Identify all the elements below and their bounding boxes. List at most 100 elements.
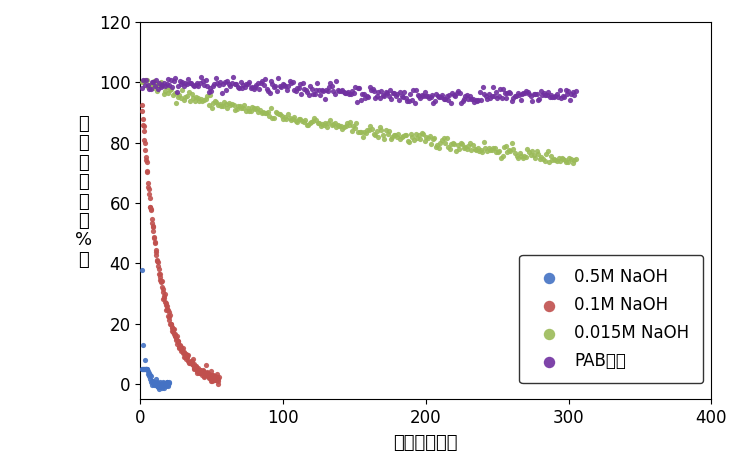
0.5M NaOH: [137, 365, 148, 373]
0.015M NaOH: [333, 122, 345, 130]
PAB溶液: [483, 90, 495, 97]
0.1M NaOH: [203, 370, 214, 378]
0.1M NaOH: [145, 207, 157, 214]
0.1M NaOH: [174, 341, 186, 348]
PAB溶液: [237, 81, 249, 89]
0.015M NaOH: [203, 101, 214, 109]
0.015M NaOH: [424, 133, 436, 140]
0.1M NaOH: [182, 351, 194, 359]
0.5M NaOH: [157, 378, 169, 385]
PAB溶液: [169, 74, 181, 82]
0.5M NaOH: [146, 381, 158, 389]
0.015M NaOH: [489, 144, 501, 151]
PAB溶液: [180, 79, 191, 87]
0.5M NaOH: [138, 365, 150, 373]
0.015M NaOH: [173, 91, 185, 99]
0.5M NaOH: [151, 382, 163, 390]
0.015M NaOH: [371, 127, 383, 134]
0.015M NaOH: [570, 155, 582, 163]
PAB溶液: [505, 90, 516, 97]
0.015M NaOH: [289, 113, 301, 121]
0.015M NaOH: [268, 115, 280, 122]
0.1M NaOH: [205, 368, 217, 375]
PAB溶液: [209, 81, 220, 88]
0.1M NaOH: [171, 333, 183, 340]
0.1M NaOH: [212, 377, 224, 385]
0.5M NaOH: [152, 383, 164, 390]
0.1M NaOH: [142, 183, 154, 190]
PAB溶液: [310, 86, 322, 94]
0.015M NaOH: [228, 101, 240, 109]
PAB溶液: [386, 95, 398, 102]
0.015M NaOH: [266, 114, 278, 121]
0.5M NaOH: [139, 365, 151, 373]
PAB溶液: [519, 90, 531, 97]
0.015M NaOH: [285, 117, 297, 124]
0.015M NaOH: [387, 133, 398, 141]
0.1M NaOH: [157, 285, 168, 293]
0.015M NaOH: [181, 92, 193, 99]
PAB溶液: [362, 93, 374, 101]
0.015M NaOH: [531, 148, 542, 155]
0.015M NaOH: [473, 147, 485, 155]
0.015M NaOH: [537, 156, 549, 163]
PAB溶液: [234, 78, 246, 86]
PAB溶液: [246, 83, 258, 91]
PAB溶液: [256, 78, 268, 85]
0.015M NaOH: [455, 139, 467, 147]
0.5M NaOH: [156, 381, 168, 389]
PAB溶液: [409, 100, 421, 107]
0.1M NaOH: [151, 256, 163, 263]
0.1M NaOH: [192, 364, 204, 371]
0.015M NaOH: [248, 105, 260, 112]
PAB溶液: [528, 90, 539, 98]
PAB溶液: [177, 78, 188, 86]
PAB溶液: [359, 94, 371, 102]
0.015M NaOH: [380, 126, 392, 134]
0.015M NaOH: [246, 104, 258, 111]
0.015M NaOH: [194, 97, 206, 105]
PAB溶液: [490, 88, 502, 96]
0.015M NaOH: [366, 125, 378, 133]
0.015M NaOH: [422, 134, 434, 142]
PAB溶液: [195, 73, 207, 80]
0.015M NaOH: [525, 151, 536, 159]
0.015M NaOH: [506, 139, 518, 147]
PAB溶液: [341, 90, 352, 97]
PAB溶液: [539, 91, 551, 99]
0.1M NaOH: [209, 374, 221, 382]
0.015M NaOH: [383, 127, 395, 134]
0.015M NaOH: [238, 101, 250, 109]
PAB溶液: [339, 90, 351, 97]
0.015M NaOH: [510, 152, 522, 160]
PAB溶液: [319, 96, 331, 103]
PAB溶液: [554, 87, 565, 94]
PAB溶液: [441, 92, 453, 99]
0.1M NaOH: [211, 370, 223, 377]
0.015M NaOH: [540, 150, 552, 158]
PAB溶液: [567, 88, 579, 96]
0.015M NaOH: [234, 103, 246, 110]
PAB溶液: [453, 89, 465, 97]
0.015M NaOH: [243, 107, 255, 114]
0.015M NaOH: [226, 100, 238, 108]
0.1M NaOH: [177, 344, 189, 352]
PAB溶液: [255, 79, 267, 87]
0.1M NaOH: [201, 369, 213, 377]
0.015M NaOH: [533, 150, 545, 158]
PAB溶液: [342, 88, 354, 95]
0.015M NaOH: [357, 133, 369, 140]
PAB溶液: [410, 86, 422, 93]
0.015M NaOH: [444, 145, 456, 152]
0.1M NaOH: [209, 376, 221, 384]
0.1M NaOH: [146, 220, 158, 227]
0.1M NaOH: [188, 361, 200, 368]
0.1M NaOH: [152, 262, 164, 269]
0.015M NaOH: [290, 117, 302, 124]
0.1M NaOH: [177, 348, 189, 356]
PAB溶液: [168, 78, 180, 85]
PAB溶液: [251, 81, 263, 88]
0.1M NaOH: [180, 355, 192, 363]
0.5M NaOH: [137, 365, 149, 373]
PAB溶液: [432, 92, 444, 99]
